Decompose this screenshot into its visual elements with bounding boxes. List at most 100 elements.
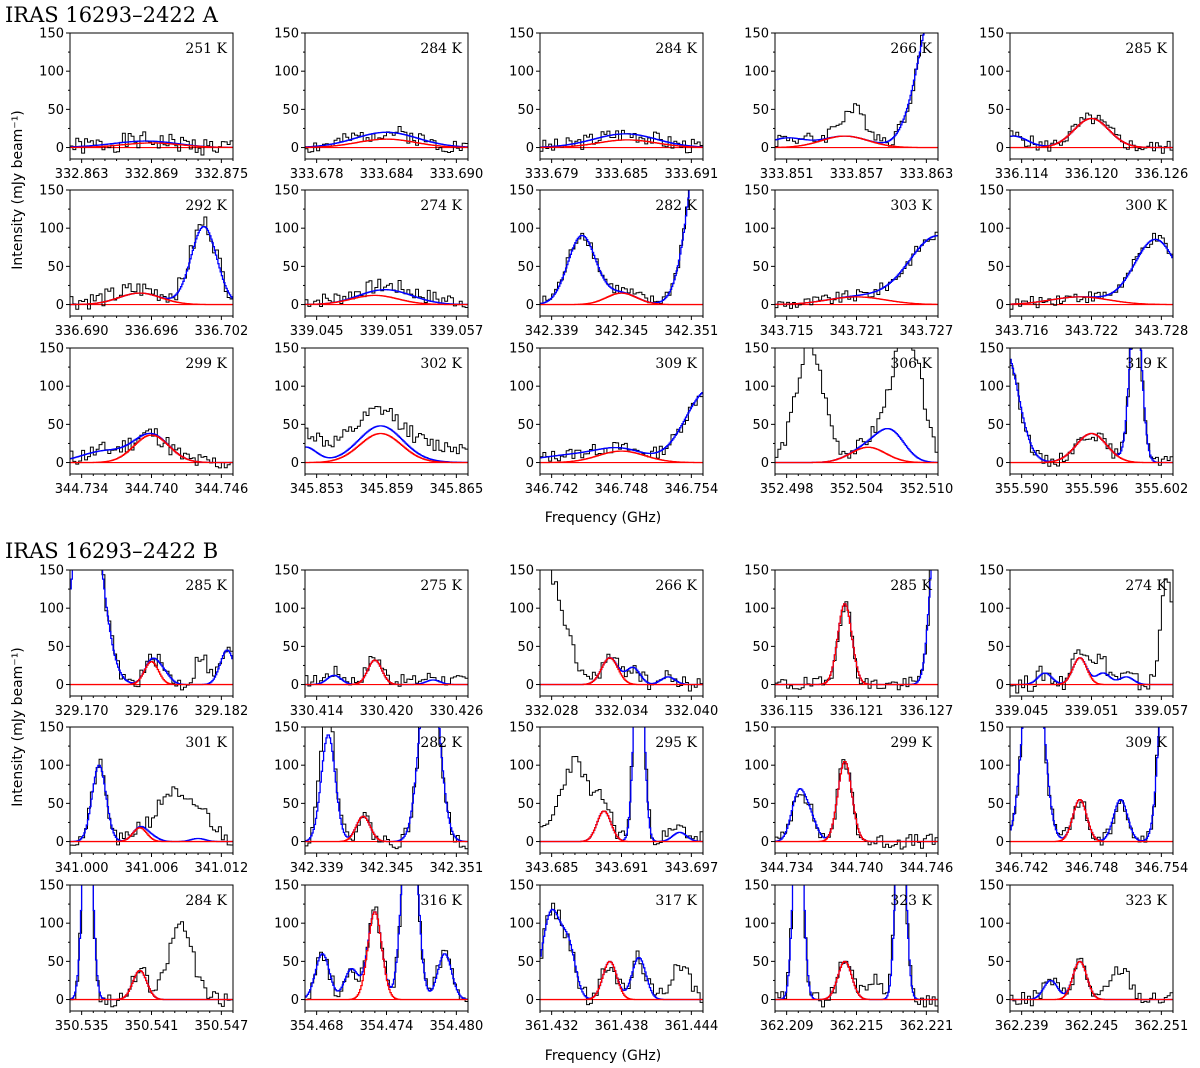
x-tick-label: 341.000 [55, 861, 109, 876]
total-model-line [70, 885, 233, 1001]
temperature-label: 299 K [185, 356, 227, 372]
spectrum-panel: 0 50 100 150 362.239 362.245 362.251 323 K [979, 879, 1188, 1035]
observed-spectrum [70, 758, 233, 846]
y-axis-label: Intensity (mJy beam⁻¹) [10, 110, 26, 270]
temperature-label: 266 K [890, 41, 932, 57]
x-tick-label: 342.351 [429, 861, 483, 876]
x-tick-label: 332.869 [125, 167, 179, 182]
x-tick-label: 344.746 [194, 482, 248, 497]
y-tick-label: 0 [526, 456, 534, 471]
x-tick-label: 343.697 [664, 861, 718, 876]
x-tick-label: 362.239 [995, 1019, 1049, 1034]
spectrum-panel: 0 50 100 150 352.498 352.504 352.510 306 K [744, 342, 953, 498]
temperature-label: 309 K [1125, 735, 1167, 751]
temperature-label: 284 K [420, 41, 462, 57]
y-tick-label: 50 [987, 797, 1004, 812]
x-tick-label: 346.742 [525, 482, 579, 497]
x-tick-label: 342.345 [595, 324, 649, 339]
observed-spectrum [305, 406, 468, 455]
x-tick-label: 341.006 [125, 861, 179, 876]
species-model-line [70, 969, 233, 1001]
total-model-line [540, 190, 690, 305]
y-tick-label: 0 [996, 456, 1004, 471]
y-tick-label: 50 [47, 103, 64, 118]
species-model-line [775, 446, 938, 464]
y-tick-label: 50 [517, 260, 534, 275]
temperature-label: 274 K [420, 198, 462, 214]
y-tick-label: 100 [509, 759, 534, 774]
species-model-line [775, 760, 938, 843]
total-model-line [305, 727, 468, 843]
y-tick-label: 100 [979, 65, 1004, 80]
y-tick-label: 150 [509, 27, 534, 42]
x-tick-label: 361.438 [595, 1019, 649, 1034]
species-model-line [1010, 296, 1173, 306]
y-tick-label: 50 [752, 418, 769, 433]
temperature-label: 285 K [185, 578, 227, 594]
y-tick-label: 50 [47, 260, 64, 275]
y-tick-label: 150 [509, 564, 534, 579]
observed-spectrum [70, 885, 233, 1008]
x-tick-label: 336.126 [1134, 167, 1188, 182]
total-model-line [70, 432, 233, 464]
y-tick-label: 50 [517, 640, 534, 655]
spectrum-panel: 0 50 100 150 354.468 354.474 354.480 316 K [274, 879, 483, 1035]
y-tick-label: 150 [39, 879, 64, 894]
x-tick-label: 336.127 [899, 704, 953, 719]
x-tick-label: 343.691 [595, 861, 649, 876]
y-tick-label: 150 [274, 564, 299, 579]
y-tick-label: 150 [274, 342, 299, 357]
spectrum-panel: 0 50 100 150 344.734 344.740 344.746 299 K [39, 342, 248, 498]
x-tick-label: 346.754 [1134, 861, 1188, 876]
x-tick-label: 341.012 [194, 861, 248, 876]
x-tick-label: 362.245 [1065, 1019, 1119, 1034]
x-tick-label: 350.547 [194, 1019, 248, 1034]
group-title: IRAS 16293–2422 B [5, 539, 218, 563]
spectrum-panel: 0 50 100 150 332.863 332.869 332.875 251 K [39, 27, 248, 183]
group-title: IRAS 16293–2422 A [5, 3, 219, 27]
y-tick-label: 0 [56, 835, 64, 850]
x-tick-label: 342.351 [664, 324, 718, 339]
y-tick-label: 50 [282, 640, 299, 655]
species-model-line [305, 659, 468, 686]
x-tick-label: 330.426 [429, 704, 483, 719]
y-tick-label: 100 [274, 602, 299, 617]
x-tick-label: 342.339 [525, 324, 579, 339]
y-tick-label: 0 [996, 141, 1004, 156]
y-tick-label: 100 [509, 380, 534, 395]
x-tick-label: 345.853 [290, 482, 344, 497]
species-model-line [775, 603, 938, 686]
y-tick-label: 0 [526, 993, 534, 1008]
y-tick-label: 0 [526, 141, 534, 156]
y-tick-label: 0 [526, 298, 534, 313]
x-tick-label: 352.504 [830, 482, 884, 497]
y-tick-label: 100 [39, 380, 64, 395]
x-tick-label: 329.176 [125, 704, 179, 719]
x-tick-label: 333.684 [360, 167, 414, 182]
y-tick-label: 100 [744, 602, 769, 617]
observed-spectrum [70, 428, 233, 469]
x-tick-label: 343.685 [525, 861, 579, 876]
x-tick-label: 343.715 [760, 324, 814, 339]
x-tick-label: 342.345 [360, 861, 414, 876]
y-tick-label: 150 [39, 27, 64, 42]
temperature-label: 274 K [1125, 578, 1167, 594]
x-tick-label: 350.535 [55, 1019, 109, 1034]
spectrum-panel: 0 50 100 150 350.535 350.541 350.547 284 K [39, 879, 248, 1035]
x-tick-label: 344.740 [125, 482, 179, 497]
y-tick-label: 0 [291, 835, 299, 850]
y-tick-label: 150 [509, 879, 534, 894]
observed-spectrum [101, 570, 233, 691]
x-tick-label: 362.215 [830, 1019, 884, 1034]
y-tick-label: 50 [752, 103, 769, 118]
total-model-line [305, 131, 468, 148]
temperature-label: 302 K [420, 356, 462, 372]
spectrum-panel: 0 50 100 150 330.414 330.420 330.426 275 K [274, 564, 483, 720]
x-tick-label: 345.865 [429, 482, 483, 497]
y-tick-label: 0 [56, 298, 64, 313]
y-tick-label: 50 [752, 955, 769, 970]
spectrum-panel: 0 50 100 150 345.853 345.859 345.865 302 K [274, 342, 483, 498]
y-tick-label: 100 [979, 759, 1004, 774]
species-model-line [540, 139, 703, 149]
y-tick-label: 100 [979, 602, 1004, 617]
